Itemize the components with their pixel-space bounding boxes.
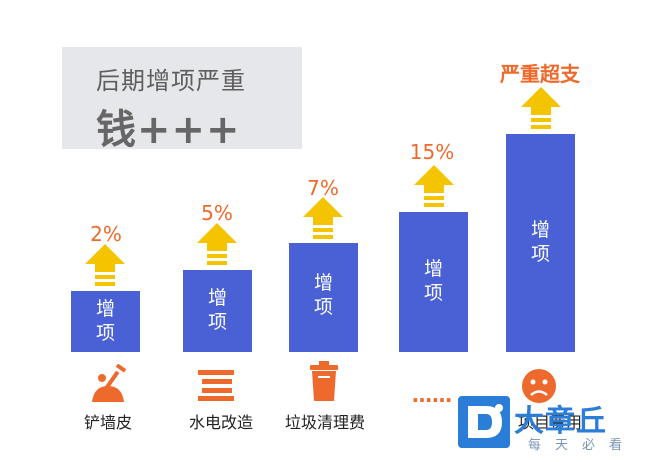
bar-label-line2: 项 bbox=[95, 322, 115, 344]
bar-label-line2: 项 bbox=[313, 296, 333, 318]
percent-label-3: 7% bbox=[307, 176, 339, 200]
bar-label-line2: 项 bbox=[423, 282, 443, 304]
category-label-2: 水电改造 bbox=[188, 413, 253, 432]
up-arrow-icon bbox=[197, 223, 237, 265]
radiator-icon bbox=[198, 370, 234, 401]
bar-label-line1: 增 bbox=[207, 287, 227, 309]
bar-4: 增 项 bbox=[399, 212, 468, 352]
title-subheading: 钱+++ bbox=[96, 107, 241, 153]
up-arrow-icon bbox=[414, 165, 454, 207]
percent-label-5: 严重超支 bbox=[500, 62, 580, 86]
title-heading: 后期增项严重 bbox=[96, 67, 246, 95]
bar-label-line1: 增 bbox=[530, 219, 550, 241]
percent-label-2: 5% bbox=[201, 201, 233, 225]
category-label-4: …… bbox=[412, 383, 452, 407]
percent-label-1: 2% bbox=[90, 222, 122, 246]
category-label-5: 项目费用 bbox=[517, 413, 582, 432]
sad-face-icon bbox=[522, 369, 556, 403]
bar-2: 增 项 bbox=[183, 270, 252, 352]
up-arrow-icon bbox=[303, 197, 343, 239]
up-arrow-icon bbox=[85, 244, 125, 286]
bar-5: 增 项 bbox=[506, 134, 575, 352]
title-box: 后期增项严重 钱+++ bbox=[62, 47, 302, 153]
up-arrow-icon bbox=[521, 87, 561, 129]
bar-label-line1: 增 bbox=[423, 258, 443, 280]
watermark: 大章丘 每天必看 bbox=[458, 396, 655, 458]
bar-label-line1: 增 bbox=[95, 298, 115, 320]
bar-label-line2: 项 bbox=[207, 311, 227, 333]
shovel-icon bbox=[92, 364, 127, 402]
category-label-1: 铲墙皮 bbox=[83, 413, 132, 432]
bar-label-line2: 项 bbox=[530, 243, 550, 265]
bar-3: 增 项 bbox=[289, 243, 358, 352]
bar-label-line1: 增 bbox=[313, 272, 333, 294]
bar-1: 增 项 bbox=[71, 291, 140, 352]
trash-can-icon bbox=[310, 361, 338, 401]
watermark-slogan: 每天必看 bbox=[528, 438, 637, 453]
percent-label-4: 15% bbox=[409, 140, 455, 164]
category-label-3: 垃圾清理费 bbox=[284, 413, 365, 432]
watermark-logo-icon bbox=[458, 396, 510, 448]
watermark-name: 大章丘 bbox=[514, 404, 607, 439]
